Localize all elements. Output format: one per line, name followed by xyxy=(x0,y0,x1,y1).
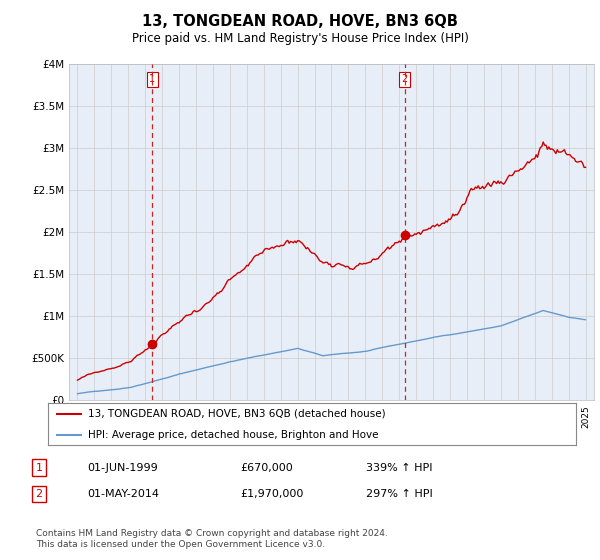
Text: 13, TONGDEAN ROAD, HOVE, BN3 6QB (detached house): 13, TONGDEAN ROAD, HOVE, BN3 6QB (detach… xyxy=(88,409,385,419)
Text: HPI: Average price, detached house, Brighton and Hove: HPI: Average price, detached house, Brig… xyxy=(88,430,378,440)
Text: 1: 1 xyxy=(35,463,43,473)
Text: 297% ↑ HPI: 297% ↑ HPI xyxy=(366,489,433,499)
Text: 339% ↑ HPI: 339% ↑ HPI xyxy=(366,463,433,473)
Text: £1,970,000: £1,970,000 xyxy=(240,489,304,499)
Text: 13, TONGDEAN ROAD, HOVE, BN3 6QB: 13, TONGDEAN ROAD, HOVE, BN3 6QB xyxy=(142,14,458,29)
Text: 2: 2 xyxy=(35,489,43,499)
Text: Contains HM Land Registry data © Crown copyright and database right 2024.
This d: Contains HM Land Registry data © Crown c… xyxy=(36,529,388,549)
Text: 01-MAY-2014: 01-MAY-2014 xyxy=(87,489,159,499)
Text: 1: 1 xyxy=(149,74,155,85)
Text: Price paid vs. HM Land Registry's House Price Index (HPI): Price paid vs. HM Land Registry's House … xyxy=(131,32,469,45)
Text: £670,000: £670,000 xyxy=(240,463,293,473)
Text: 01-JUN-1999: 01-JUN-1999 xyxy=(87,463,158,473)
Text: 2: 2 xyxy=(402,74,408,85)
